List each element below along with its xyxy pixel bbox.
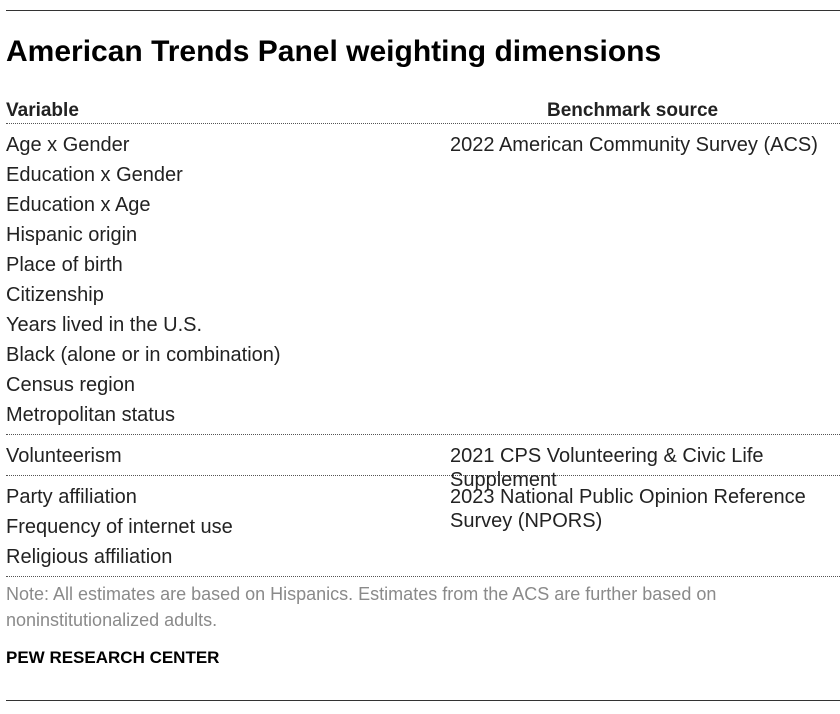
- table-row: Party affiliation Frequency of internet …: [6, 476, 840, 577]
- variable-item: Party affiliation: [6, 486, 137, 508]
- variable-item: Volunteerism: [6, 445, 122, 467]
- variable-item: Years lived in the U.S.: [6, 314, 203, 336]
- variable-item: Age x Gender: [6, 134, 130, 156]
- variable-list: Volunteerism: [6, 441, 436, 471]
- variable-list: Age x Gender Education x Gender Educatio…: [6, 130, 436, 430]
- variable-item: Frequency of internet use: [6, 516, 233, 538]
- table-row: Volunteerism 2021 CPS Volunteering & Civ…: [6, 435, 840, 491]
- table-row: Age x Gender Education x Gender Educatio…: [6, 124, 840, 435]
- column-header-variable: Variable: [6, 100, 79, 121]
- variable-list: Party affiliation Frequency of internet …: [6, 482, 436, 572]
- variable-item: Education x Gender: [6, 164, 183, 186]
- top-rule: [6, 10, 840, 11]
- variable-item: Citizenship: [6, 284, 104, 306]
- variable-item: Hispanic origin: [6, 224, 138, 246]
- benchmark-source: 2023 National Public Opinion Reference S…: [450, 486, 806, 532]
- page-title: American Trends Panel weighting dimensio…: [6, 35, 662, 68]
- variable-item: Metropolitan status: [6, 404, 175, 426]
- benchmark-source: 2021 CPS Volunteering & Civic Life Suppl…: [450, 445, 764, 491]
- benchmark-source: 2022 American Community Survey (ACS): [450, 134, 818, 156]
- variable-item: Black (alone or in combination): [6, 344, 281, 366]
- variable-item: Place of birth: [6, 254, 123, 276]
- variable-item: Census region: [6, 374, 135, 396]
- footnote: Note: All estimates are based on Hispani…: [6, 584, 717, 630]
- weighting-table: Variable Benchmark source Age x Gender E…: [6, 95, 840, 577]
- variable-item: Education x Age: [6, 194, 151, 216]
- bottom-rule: [6, 700, 840, 701]
- variable-item: Religious affiliation: [6, 546, 173, 568]
- column-header-benchmark-source: Benchmark source: [547, 100, 719, 121]
- table-header: Variable Benchmark source: [6, 95, 840, 124]
- source-organization: PEW RESEARCH CENTER: [6, 648, 220, 667]
